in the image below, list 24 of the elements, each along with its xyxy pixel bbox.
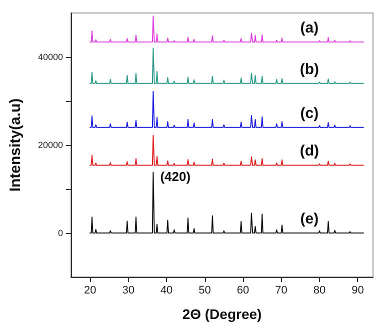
series-label: (d): [300, 142, 320, 160]
x-axis-title: 2Θ (Degree): [182, 306, 262, 322]
series-label: (b): [300, 60, 320, 78]
x-tick-label: 50: [198, 284, 211, 296]
line-series: [90, 48, 364, 84]
line-series: [90, 90, 364, 128]
x-tick-label: 20: [84, 284, 96, 296]
y-axis-title: Intensity(a.u): [7, 98, 24, 192]
x-tick-label: 30: [122, 284, 134, 296]
line-series: [90, 172, 364, 234]
y-tick-label: 40000: [38, 52, 63, 62]
series-label: (a): [300, 20, 319, 37]
y-tick-label: 20000: [38, 140, 63, 150]
y-tick-label: 0: [58, 228, 63, 238]
line-series: [90, 134, 364, 166]
x-tick-label: 80: [313, 284, 326, 296]
x-tick-label: 90: [352, 284, 364, 296]
x-tick-label: 60: [236, 284, 250, 296]
line-series: [90, 16, 364, 43]
x-tick-label: 70: [275, 284, 288, 296]
series-label: (c): [300, 104, 319, 122]
x-tick-label: 40: [160, 284, 173, 296]
annotation: (420): [160, 168, 191, 184]
series-label: (e): [300, 210, 319, 228]
